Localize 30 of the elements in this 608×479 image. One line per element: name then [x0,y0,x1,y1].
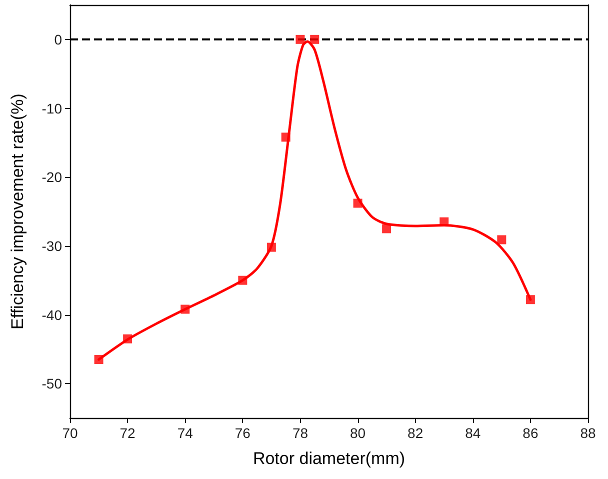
y-tick-label: 0 [54,31,62,48]
x-tick-label: 76 [234,425,251,441]
x-tick-label: 82 [408,425,424,441]
point [526,295,535,304]
x-tick-label: 80 [350,425,366,441]
x-tick-label: 74 [177,425,194,441]
point [238,276,248,285]
x-tick-label: 72 [120,425,136,441]
y-tick-label: -50 [42,376,62,392]
point [497,235,506,244]
y-tick-label: -10 [42,100,62,116]
x-axis-title: Rotor diameter(mm) [252,449,406,468]
point [180,304,190,314]
x-tick-label: 88 [580,425,596,441]
point [310,34,320,44]
y-tick-label: -30 [42,238,62,254]
x-tick-label: 84 [465,425,481,441]
point [281,132,290,142]
x-tick-label: 78 [292,425,308,441]
point [382,224,392,234]
x-tick-label: 86 [522,425,538,441]
y-tick-label: -40 [42,306,62,323]
point [353,198,362,208]
y-axis-title: Efficiency improvement rate(%) [8,94,27,330]
x-tick-label: 70 [62,425,78,441]
y-tick-label: -20 [42,169,62,186]
point [94,354,104,364]
point [266,242,276,252]
point [123,334,132,344]
point [296,34,305,44]
